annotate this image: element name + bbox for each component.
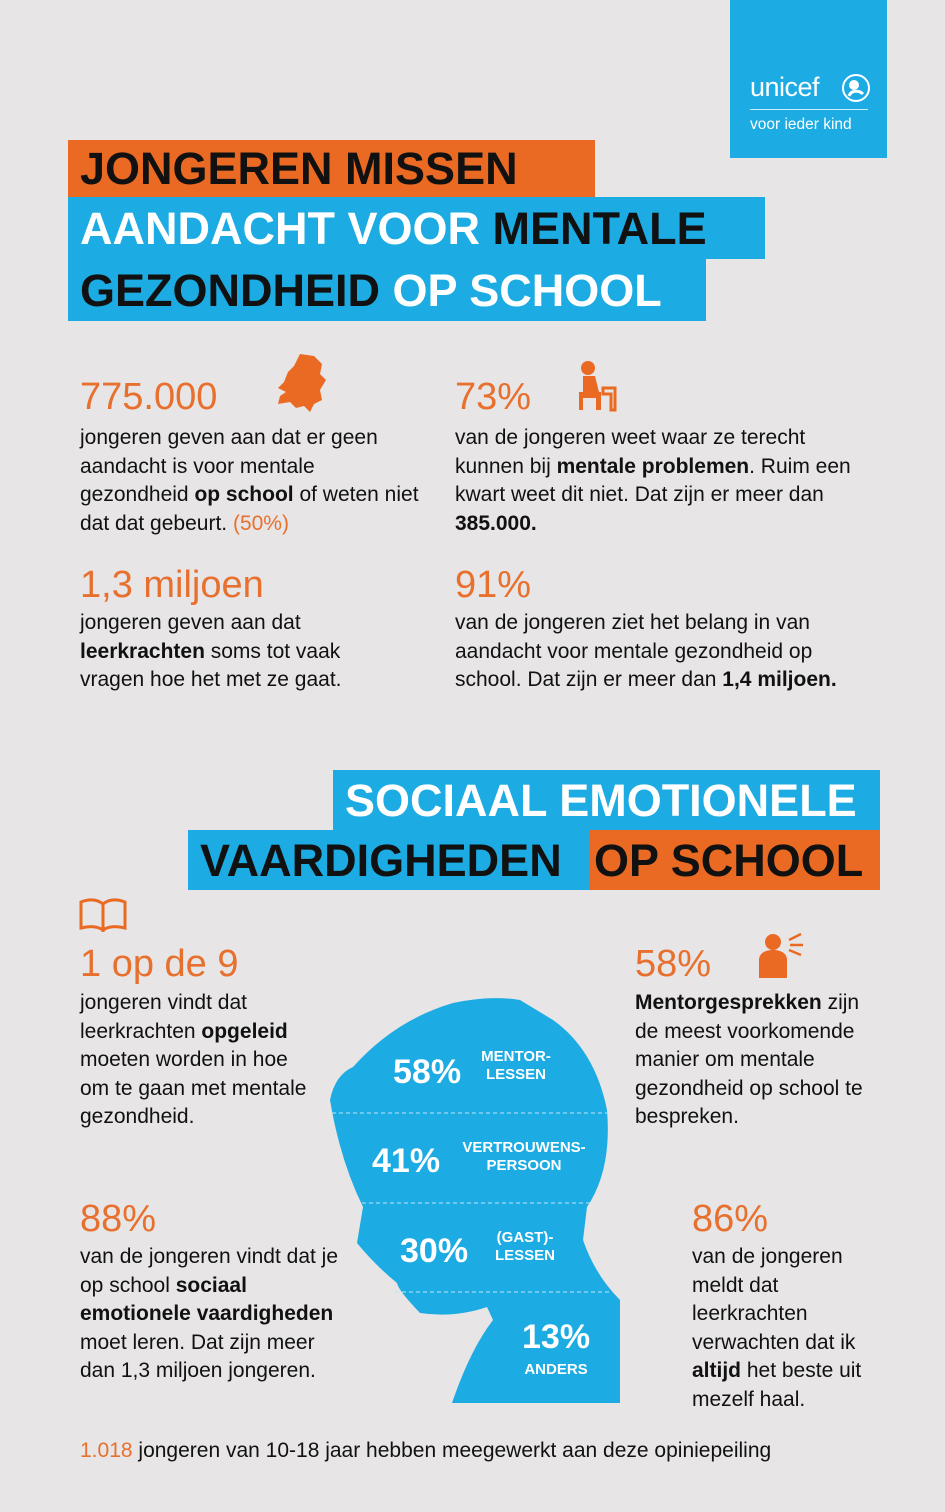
stat-text: Mentorgesprekken zijn de meest voorkomen… xyxy=(635,991,863,1128)
speaking-person-icon xyxy=(759,932,803,978)
section-title-line-1: SOCIAAL EMOTIONELE xyxy=(333,770,880,830)
stat-text: van de jongeren ziet het belang in van a… xyxy=(455,611,837,691)
head-chart-label: VERTROUWENS- PERSOON xyxy=(462,1139,586,1174)
netherlands-map-icon xyxy=(278,354,326,412)
head-chart-value: 13% xyxy=(522,1318,591,1356)
stat-text: van de jongeren weet waar ze terecht kun… xyxy=(455,426,851,535)
head-chart-label: MENTOR- LESSEN xyxy=(481,1048,551,1083)
title-line-3: GEZONDHEID OP SCHOOL xyxy=(68,259,706,321)
stat-text: jongeren vindt dat leerkrachten opgeleid… xyxy=(80,991,307,1128)
logo-divider xyxy=(750,109,868,110)
stat-number: 775.000 xyxy=(80,376,218,418)
stat-text: van de jongeren meldt dat leerkrachten v… xyxy=(692,1245,862,1411)
stat-number: 86% xyxy=(692,1198,769,1240)
stat-text: jongeren geven aan dat leerkrachten soms… xyxy=(80,611,342,691)
logo-name: unicef xyxy=(750,72,820,102)
footer-note: 1.018 jongeren van 10-18 jaar hebben mee… xyxy=(80,1439,772,1462)
head-chart-label: (GAST)- LESSEN xyxy=(494,1229,555,1264)
section-title-text: VAARDIGHEDEN xyxy=(200,834,562,886)
sitting-person-icon xyxy=(579,361,617,412)
section-title-line-2b: OP SCHOOL xyxy=(590,830,880,890)
stat-number: 58% xyxy=(635,943,712,985)
unicef-logo: unicef voor ieder kind xyxy=(730,0,887,158)
stat-number: 73% xyxy=(455,376,532,418)
stat-text: van de jongeren vindt dat je op school s… xyxy=(80,1245,339,1382)
section-title-text: OP SCHOOL xyxy=(594,834,864,886)
title-text: GEZONDHEID xyxy=(80,264,381,316)
title-line-1: JONGEREN MISSEN xyxy=(68,140,595,197)
section-title-text: SOCIAAL EMOTIONELE xyxy=(345,774,857,826)
title-text: MENTALE xyxy=(492,202,707,254)
stat-number: 91% xyxy=(455,564,532,606)
title-text: JONGEREN MISSEN xyxy=(80,143,518,194)
stat-number: 1,3 miljoen xyxy=(80,564,264,606)
logo-tagline: voor ieder kind xyxy=(750,116,852,133)
stat-number: 88% xyxy=(80,1198,157,1240)
stat-number: 1 op de 9 xyxy=(80,943,239,985)
section-title-line-2a: VAARDIGHEDEN xyxy=(188,830,590,890)
stat-text: jongeren geven aan dat er geen aandacht … xyxy=(80,426,419,535)
head-chart-value: 41% xyxy=(372,1142,441,1180)
unicef-emblem-icon xyxy=(842,74,870,102)
title-text: OP SCHOOL xyxy=(392,264,662,316)
head-chart-label: ANDERS xyxy=(524,1361,588,1378)
head-chart-value: 58% xyxy=(393,1053,462,1091)
head-chart-value: 30% xyxy=(400,1232,469,1270)
book-icon xyxy=(79,898,127,932)
title-line-2: AANDACHT VOOR MENTALE xyxy=(68,197,765,259)
title-text: AANDACHT VOOR xyxy=(80,202,480,254)
